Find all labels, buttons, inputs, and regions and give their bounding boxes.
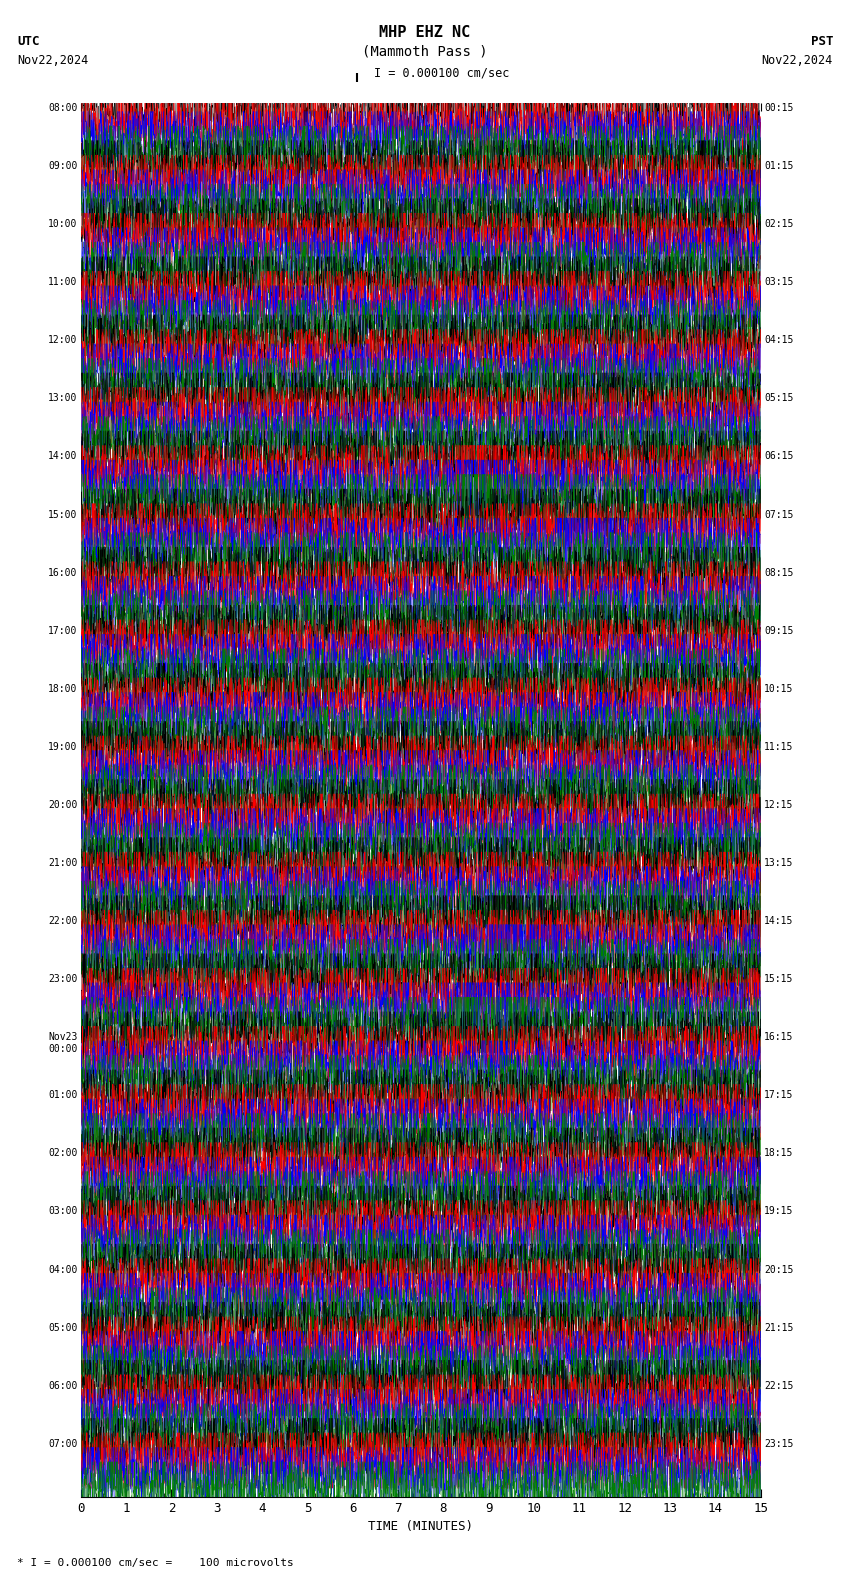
Text: 16:15: 16:15: [764, 1033, 794, 1042]
Text: 19:15: 19:15: [764, 1207, 794, 1217]
Text: 08:00: 08:00: [48, 103, 77, 112]
Text: 07:15: 07:15: [764, 510, 794, 520]
Text: 10:15: 10:15: [764, 684, 794, 694]
Text: 15:00: 15:00: [48, 510, 77, 520]
Text: MHP EHZ NC: MHP EHZ NC: [379, 25, 471, 40]
Text: 19:00: 19:00: [48, 741, 77, 752]
Text: I = 0.000100 cm/sec: I = 0.000100 cm/sec: [374, 67, 509, 79]
Text: 10:00: 10:00: [48, 219, 77, 230]
Text: 08:15: 08:15: [764, 567, 794, 578]
Text: 13:15: 13:15: [764, 859, 794, 868]
Text: 11:15: 11:15: [764, 741, 794, 752]
Text: 18:00: 18:00: [48, 684, 77, 694]
Text: 21:15: 21:15: [764, 1323, 794, 1332]
Text: 17:00: 17:00: [48, 626, 77, 635]
Text: 09:15: 09:15: [764, 626, 794, 635]
Text: 18:15: 18:15: [764, 1148, 794, 1158]
Text: 12:00: 12:00: [48, 336, 77, 345]
Text: 02:15: 02:15: [764, 219, 794, 230]
Text: 03:00: 03:00: [48, 1207, 77, 1217]
Text: 22:00: 22:00: [48, 916, 77, 927]
Text: 04:00: 04:00: [48, 1264, 77, 1275]
Text: 03:15: 03:15: [764, 277, 794, 287]
Text: 23:15: 23:15: [764, 1438, 794, 1449]
Text: 23:00: 23:00: [48, 974, 77, 984]
Text: UTC: UTC: [17, 35, 39, 48]
Text: 14:00: 14:00: [48, 451, 77, 461]
Text: * I = 0.000100 cm/sec =    100 microvolts: * I = 0.000100 cm/sec = 100 microvolts: [17, 1559, 294, 1568]
Text: 02:00: 02:00: [48, 1148, 77, 1158]
Text: 04:15: 04:15: [764, 336, 794, 345]
Text: 12:15: 12:15: [764, 800, 794, 809]
Text: 22:15: 22:15: [764, 1381, 794, 1391]
Text: 21:00: 21:00: [48, 859, 77, 868]
Text: 20:00: 20:00: [48, 800, 77, 809]
Text: 00:15: 00:15: [764, 103, 794, 112]
X-axis label: TIME (MINUTES): TIME (MINUTES): [368, 1521, 473, 1533]
Text: Nov23
00:00: Nov23 00:00: [48, 1033, 77, 1053]
Text: 07:00: 07:00: [48, 1438, 77, 1449]
Text: 16:00: 16:00: [48, 567, 77, 578]
Text: 15:15: 15:15: [764, 974, 794, 984]
Text: Nov22,2024: Nov22,2024: [762, 54, 833, 67]
Text: 14:15: 14:15: [764, 916, 794, 927]
Text: (Mammoth Pass ): (Mammoth Pass ): [362, 44, 488, 59]
Text: 06:15: 06:15: [764, 451, 794, 461]
Text: Nov22,2024: Nov22,2024: [17, 54, 88, 67]
Text: PST: PST: [811, 35, 833, 48]
Text: 05:00: 05:00: [48, 1323, 77, 1332]
Text: 09:00: 09:00: [48, 162, 77, 171]
Text: 11:00: 11:00: [48, 277, 77, 287]
Text: 20:15: 20:15: [764, 1264, 794, 1275]
Text: 06:00: 06:00: [48, 1381, 77, 1391]
Text: 17:15: 17:15: [764, 1090, 794, 1101]
Text: 01:15: 01:15: [764, 162, 794, 171]
Text: 05:15: 05:15: [764, 393, 794, 404]
Text: 13:00: 13:00: [48, 393, 77, 404]
Text: 01:00: 01:00: [48, 1090, 77, 1101]
